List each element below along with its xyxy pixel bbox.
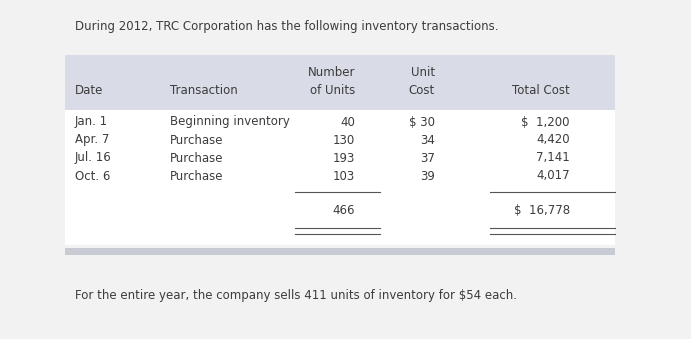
Text: Total Cost: Total Cost — [512, 83, 570, 97]
Text: $  16,778: $ 16,778 — [514, 203, 570, 217]
Text: 130: 130 — [333, 134, 355, 146]
Text: Jul. 16: Jul. 16 — [75, 152, 112, 164]
Text: $ 30: $ 30 — [409, 116, 435, 128]
Text: Number: Number — [307, 66, 355, 80]
Text: Jan. 1: Jan. 1 — [75, 116, 108, 128]
Text: 4,420: 4,420 — [536, 134, 570, 146]
Text: Transaction: Transaction — [170, 83, 238, 97]
Bar — [65, 55, 615, 110]
Text: 40: 40 — [340, 116, 355, 128]
Text: Cost: Cost — [409, 83, 435, 97]
Text: Unit: Unit — [411, 66, 435, 80]
Bar — [65, 110, 615, 245]
Text: Purchase: Purchase — [170, 152, 223, 164]
Text: Date: Date — [75, 83, 104, 97]
Text: of Units: of Units — [310, 83, 355, 97]
Text: During 2012, TRC Corporation has the following inventory transactions.: During 2012, TRC Corporation has the fol… — [75, 20, 498, 33]
Text: 34: 34 — [420, 134, 435, 146]
Text: Oct. 6: Oct. 6 — [75, 170, 111, 182]
Text: Purchase: Purchase — [170, 170, 223, 182]
Text: 7,141: 7,141 — [536, 152, 570, 164]
Text: 37: 37 — [420, 152, 435, 164]
Bar — [65, 248, 615, 255]
Text: Purchase: Purchase — [170, 134, 223, 146]
Text: 39: 39 — [420, 170, 435, 182]
Text: 193: 193 — [332, 152, 355, 164]
Text: For the entire year, the company sells 411 units of inventory for $54 each.: For the entire year, the company sells 4… — [75, 288, 517, 301]
Text: $  1,200: $ 1,200 — [522, 116, 570, 128]
Text: Beginning inventory: Beginning inventory — [170, 116, 290, 128]
Text: Apr. 7: Apr. 7 — [75, 134, 109, 146]
Text: 4,017: 4,017 — [536, 170, 570, 182]
Text: 103: 103 — [333, 170, 355, 182]
Text: 466: 466 — [332, 203, 355, 217]
